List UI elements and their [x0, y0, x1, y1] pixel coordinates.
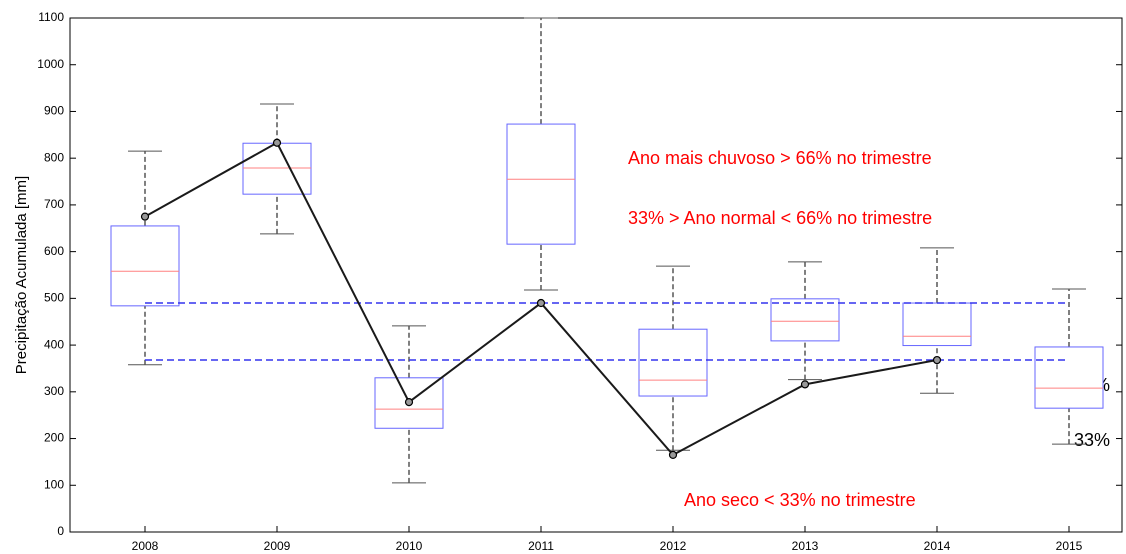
box: [1034, 346, 1104, 409]
box: [110, 225, 180, 307]
line-point: [536, 298, 546, 308]
y-tick-label: 700: [44, 197, 64, 211]
box: [638, 328, 708, 397]
y-tick-label: 100: [44, 477, 64, 491]
y-tick-label: 500: [44, 291, 64, 305]
y-tick-label: 0: [57, 524, 64, 538]
box: [242, 142, 312, 195]
line-point: [800, 380, 810, 389]
box: [770, 298, 840, 342]
y-tick-label: 300: [44, 384, 64, 398]
x-tick-label: 2015: [1056, 539, 1083, 553]
x-tick-label: 2010: [396, 539, 423, 553]
y-tick-label: 900: [44, 104, 64, 118]
reference-label: 33%: [1074, 430, 1110, 450]
box: [506, 123, 576, 245]
x-tick-label: 2009: [264, 539, 291, 553]
line-point: [272, 138, 282, 147]
y-tick-label: 1000: [37, 57, 64, 71]
annotation: 33% > Ano normal < 66% no trimestre: [628, 208, 932, 228]
x-tick-label: 2012: [660, 539, 687, 553]
plot-frame: [69, 17, 1123, 533]
annotation: Ano seco < 33% no trimestre: [684, 490, 916, 510]
x-tick-label: 2014: [924, 539, 951, 553]
line-point: [404, 397, 414, 407]
x-tick-label: 2013: [792, 539, 819, 553]
y-tick-label: 600: [44, 244, 64, 258]
line-point: [668, 450, 678, 459]
line-point: [140, 212, 150, 221]
y-axis-label: Precipitação Acumulada [mm]: [13, 176, 30, 374]
y-tick-label: 400: [44, 337, 64, 351]
line-point: [932, 355, 942, 365]
y-tick-label: 1100: [38, 10, 64, 24]
y-tick-label: 200: [44, 431, 64, 445]
y-tick-label: 800: [44, 150, 64, 164]
x-tick-label: 2008: [132, 539, 159, 553]
box: [902, 302, 972, 347]
x-tick-label: 2011: [528, 539, 554, 553]
annotation: Ano mais chuvoso > 66% no trimestre: [628, 148, 932, 168]
